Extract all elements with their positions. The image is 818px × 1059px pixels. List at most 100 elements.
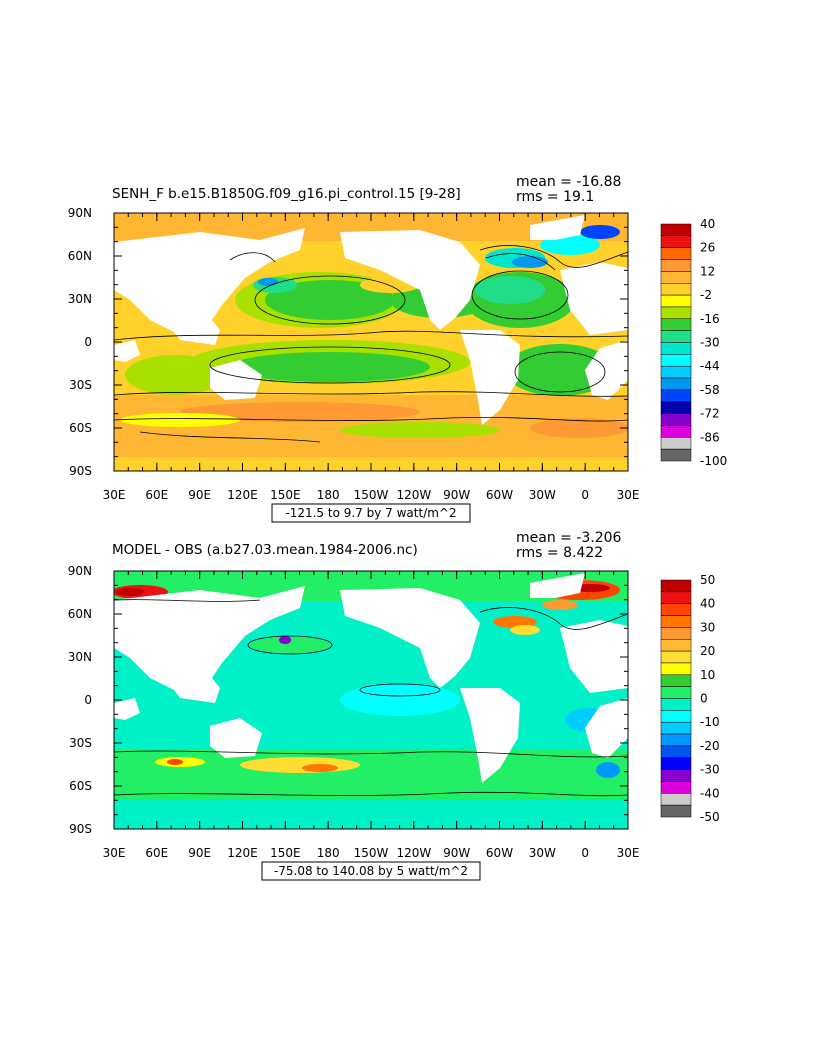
- bottom-lat-labels: 90N 60N 30N 0 30S 60S 90S: [68, 564, 92, 836]
- colorbar-label: -30: [700, 763, 720, 777]
- lon-label: 120E: [227, 488, 258, 502]
- bottom-title: MODEL - OBS (a.b27.03.mean.1984-2006.nc): [112, 542, 418, 558]
- colorbar-label: -44: [700, 359, 720, 373]
- colorbar-swatch: [660, 745, 692, 759]
- lat-label: 0: [84, 693, 92, 707]
- bottom-lon-labels: 30E 60E 90E 120E 150E 180 150W 120W 90W 60W 30W 0 30…: [103, 846, 640, 860]
- lon-label: 30E: [103, 488, 126, 502]
- lat-label: 30N: [68, 650, 92, 664]
- colorbar-swatch: [660, 259, 692, 272]
- colorbar-swatch: [660, 639, 692, 652]
- colorbar-swatch: [660, 437, 692, 450]
- colorbar-swatch: [660, 733, 692, 747]
- colorbar-swatch: [660, 401, 692, 414]
- colorbar-swatch: [660, 591, 692, 604]
- bottom-panel: MODEL - OBS (a.b27.03.mean.1984-2006.nc)…: [68, 530, 720, 881]
- bottom-mean: mean = -3.206: [516, 530, 622, 546]
- lat-label: 30S: [69, 736, 92, 750]
- colorbar-swatch: [660, 283, 692, 296]
- top-panel: SENH_F b.e15.B1850G.f09_g16.pi_control.1…: [68, 174, 727, 523]
- colorbar-swatch: [660, 793, 692, 806]
- bottom-rms: rms = 8.422: [516, 545, 603, 561]
- colorbar-swatch: [660, 615, 692, 628]
- lat-label: 30S: [69, 378, 92, 392]
- colorbar-swatch: [660, 342, 692, 355]
- top-range-note: -121.5 to 9.7 by 7 watt/m^2: [285, 506, 456, 520]
- lon-label: 0: [581, 488, 589, 502]
- colorbar-swatch: [660, 769, 692, 782]
- lat-label: 60N: [68, 249, 92, 263]
- colorbar-label: 50: [700, 573, 715, 587]
- lon-label: 0: [581, 846, 589, 860]
- lon-label: 150E: [270, 488, 301, 502]
- colorbar-label: -72: [700, 407, 720, 421]
- colorbar-label: 30: [700, 620, 715, 634]
- lon-label: 150E: [270, 846, 301, 860]
- colorbar-swatch: [660, 579, 692, 593]
- top-ticks: [113, 212, 629, 472]
- colorbar-swatch: [660, 804, 692, 818]
- lon-label: 60E: [145, 488, 168, 502]
- colorbar-swatch: [660, 294, 692, 308]
- lon-label: 30E: [617, 846, 640, 860]
- colorbar-label: -10: [700, 715, 720, 729]
- lat-label: 90S: [69, 464, 92, 478]
- top-rms: rms = 19.1: [516, 189, 594, 205]
- lat-label: 90N: [68, 564, 92, 578]
- colorbar-label: -2: [700, 288, 712, 302]
- colorbar-swatch: [660, 448, 692, 462]
- colorbar-swatch: [660, 223, 692, 237]
- lon-label: 120E: [227, 846, 258, 860]
- colorbar-swatch: [660, 425, 692, 438]
- colorbar-label: -100: [700, 454, 727, 468]
- colorbar-swatch: [660, 603, 692, 616]
- bottom-ticks: [113, 570, 629, 830]
- bottom-map: [114, 571, 628, 829]
- colorbar-label: 12: [700, 264, 715, 278]
- colorbar-swatch: [660, 354, 692, 367]
- colorbar-label: 40: [700, 597, 715, 611]
- colorbar-swatch: [660, 757, 692, 770]
- colorbar-swatch: [660, 710, 692, 723]
- colorbar-swatch: [660, 365, 692, 379]
- lon-label: 150W: [354, 488, 389, 502]
- colorbar-label: -20: [700, 739, 720, 753]
- colorbar-swatch: [660, 235, 692, 248]
- lon-label: 90W: [443, 488, 470, 502]
- colorbar-swatch: [660, 686, 692, 699]
- lat-label: 60S: [69, 779, 92, 793]
- lon-label: 180: [317, 488, 340, 502]
- colorbar-swatch: [660, 306, 692, 320]
- colorbar-swatch: [660, 650, 692, 664]
- colorbar-label: -50: [700, 810, 720, 824]
- bottom-colorbar: 50 40 30 20 10 0 -10 -20 -30 -40 -50: [660, 573, 720, 824]
- colorbar-label: 26: [700, 241, 715, 255]
- lat-label: 60S: [69, 421, 92, 435]
- colorbar-swatch: [660, 627, 692, 640]
- lon-label: 90E: [188, 488, 211, 502]
- colorbar-label: -16: [700, 312, 720, 326]
- lon-label: 30E: [617, 488, 640, 502]
- colorbar-swatch: [660, 318, 692, 331]
- colorbar-swatch: [660, 662, 692, 676]
- colorbar-label: -58: [700, 383, 720, 397]
- colorbar-swatch: [660, 674, 692, 687]
- colorbar-swatch: [660, 377, 692, 391]
- top-title: SENH_F b.e15.B1850G.f09_g16.pi_control.1…: [112, 186, 461, 202]
- lat-label: 60N: [68, 607, 92, 621]
- top-lon-labels: 30E 60E 90E 120E 150E 180 150W 120W 90W 60W 30W 0 30…: [103, 488, 640, 502]
- lat-label: 0: [84, 335, 92, 349]
- colorbar-label: -86: [700, 430, 720, 444]
- bottom-range-note: -75.08 to 140.08 by 5 watt/m^2: [274, 864, 468, 878]
- colorbar-swatch: [660, 330, 692, 343]
- colorbar-label: 0: [700, 692, 708, 706]
- lat-label: 90S: [69, 822, 92, 836]
- lon-label: 90W: [443, 846, 470, 860]
- colorbar-swatch: [660, 247, 692, 260]
- top-lat-labels: 90N 60N 30N 0 30S 60S 90S: [68, 206, 92, 478]
- colorbar-swatch: [660, 389, 692, 402]
- lat-label: 90N: [68, 206, 92, 220]
- top-map: [114, 213, 628, 471]
- colorbar-label: 10: [700, 668, 715, 682]
- lon-label: 120W: [396, 488, 431, 502]
